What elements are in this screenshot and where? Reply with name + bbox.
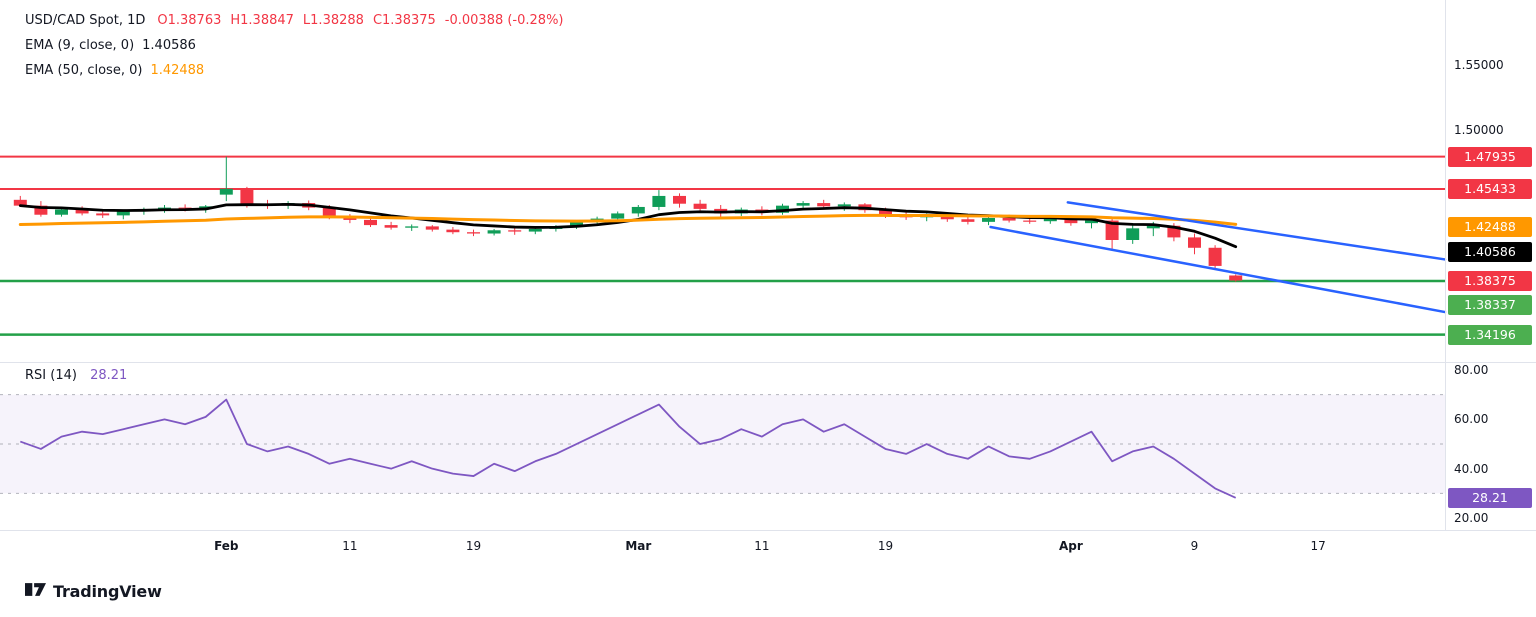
price-badge: 1.42488 (1448, 217, 1532, 238)
candle-body (240, 188, 254, 204)
ohlc-open: O1.38763 (157, 13, 222, 28)
rsi-line[interactable] (19, 398, 1237, 499)
trendline[interactable] (989, 225, 1447, 314)
chart-legend: USD/CAD Spot, 1D O1.38763 H1.38847 L1.38… (25, 8, 564, 83)
time-axis-label: Mar (625, 539, 652, 553)
price-axis-label: 1.50000 (1454, 122, 1504, 137)
footer: TradingView (25, 580, 162, 603)
candle-body (96, 213, 110, 216)
candle-body (487, 230, 501, 234)
price-badge: 1.47935 (1448, 146, 1532, 167)
ema-50-line[interactable] (18, 213, 1238, 226)
price-axis[interactable]: 1.55000 1.50000 80.00 60.00 40.00 20.00 1.4793… (1446, 0, 1536, 530)
candle-body (364, 219, 377, 226)
candle-body (219, 188, 233, 195)
candle-body (1229, 275, 1243, 281)
candle-body (1085, 220, 1098, 224)
candle-body (1167, 225, 1181, 238)
ohlc-high: H1.38847 (230, 13, 294, 28)
price-badge: 1.34196 (1448, 324, 1532, 345)
candle-body (1105, 220, 1119, 240)
ema50-row: EMA (50, close, 0) 1.42488 (25, 58, 564, 83)
symbol-title[interactable]: USD/CAD Spot, 1D (25, 13, 146, 28)
rsi-legend: RSI (14) 28.21 (25, 368, 127, 383)
time-axis-label: 9 (1190, 539, 1199, 553)
candle-body (1023, 220, 1037, 222)
time-axis-label: Feb (214, 539, 239, 553)
candle-body (1043, 218, 1057, 222)
ohlc-close: C1.38375 (372, 13, 436, 28)
candle-body (611, 213, 625, 219)
candle-body (652, 195, 666, 207)
candle-body (1126, 228, 1140, 240)
ema50-label[interactable]: EMA (50, close, 0) (25, 63, 143, 78)
candle-body (1208, 247, 1222, 266)
candle-body (1002, 217, 1016, 221)
price-badge: 1.38375 (1448, 270, 1532, 291)
candle-body (34, 205, 48, 215)
candle-body (75, 209, 89, 214)
tradingview-logo-icon[interactable] (25, 580, 46, 603)
time-axis-label: 19 (877, 539, 894, 553)
candle-body (446, 229, 460, 233)
candle-body (837, 204, 851, 207)
candle-body (508, 230, 522, 232)
rsi-label[interactable]: RSI (14) (25, 368, 77, 383)
price-change: -0.00388 (-0.28%) (444, 13, 564, 28)
time-axis-label: Apr (1058, 539, 1083, 553)
symbol-row: USD/CAD Spot, 1D O1.38763 H1.38847 L1.38… (25, 8, 564, 33)
candle-body (796, 203, 810, 206)
time-axis-label: 11 (754, 539, 770, 553)
candle-body (425, 226, 439, 230)
candle-body (116, 211, 130, 216)
candle-body (631, 206, 645, 214)
time-axis-label: 19 (465, 539, 482, 553)
candle-body (817, 203, 831, 207)
tradingview-brand[interactable]: TradingView (53, 582, 162, 601)
candle-body (467, 232, 480, 234)
candle-body (405, 226, 419, 228)
candle-body (673, 195, 686, 204)
ema50-value: 1.42488 (150, 63, 205, 78)
rsi-badge: 28.21 (1448, 487, 1532, 508)
rsi-value: 28.21 (90, 368, 128, 383)
candle-body (322, 207, 336, 217)
rsi-axis-label: 20.00 (1454, 511, 1489, 526)
candle-body (961, 219, 975, 222)
trendline[interactable] (1066, 201, 1447, 261)
candle-body (13, 199, 27, 206)
rsi-axis-label: 40.00 (1454, 461, 1489, 476)
candle-body (982, 217, 995, 222)
candle-body (570, 222, 583, 227)
time-axis[interactable]: Feb 11 19 Mar 11 19 Apr 9 17 (0, 531, 1445, 562)
candle-body (1064, 218, 1078, 224)
rsi-axis-label: 80.00 (1454, 363, 1489, 377)
ema-9-line[interactable] (18, 203, 1238, 249)
ohlc-low: L1.38288 (302, 13, 364, 28)
ema9-row: EMA (9, close, 0) 1.40586 (25, 33, 564, 58)
candle-body (879, 210, 892, 216)
rsi-axis-label: 60.00 (1454, 412, 1489, 427)
price-badge: 1.45433 (1448, 179, 1532, 200)
time-axis-label: 17 (1310, 539, 1326, 553)
candle-body (1188, 237, 1201, 248)
price-badge: 1.40586 (1448, 241, 1532, 262)
ema9-value: 1.40586 (142, 38, 196, 53)
candle-body (1146, 225, 1160, 229)
time-axis-label: 11 (342, 539, 358, 553)
price-axis-label: 1.55000 (1454, 58, 1504, 73)
ema9-label[interactable]: EMA (9, close, 0) (25, 38, 135, 53)
candle-body (693, 203, 707, 209)
candle-body (528, 228, 542, 232)
candle-body (384, 225, 398, 228)
price-badge: 1.38337 (1448, 294, 1532, 315)
candle-body (55, 209, 68, 215)
